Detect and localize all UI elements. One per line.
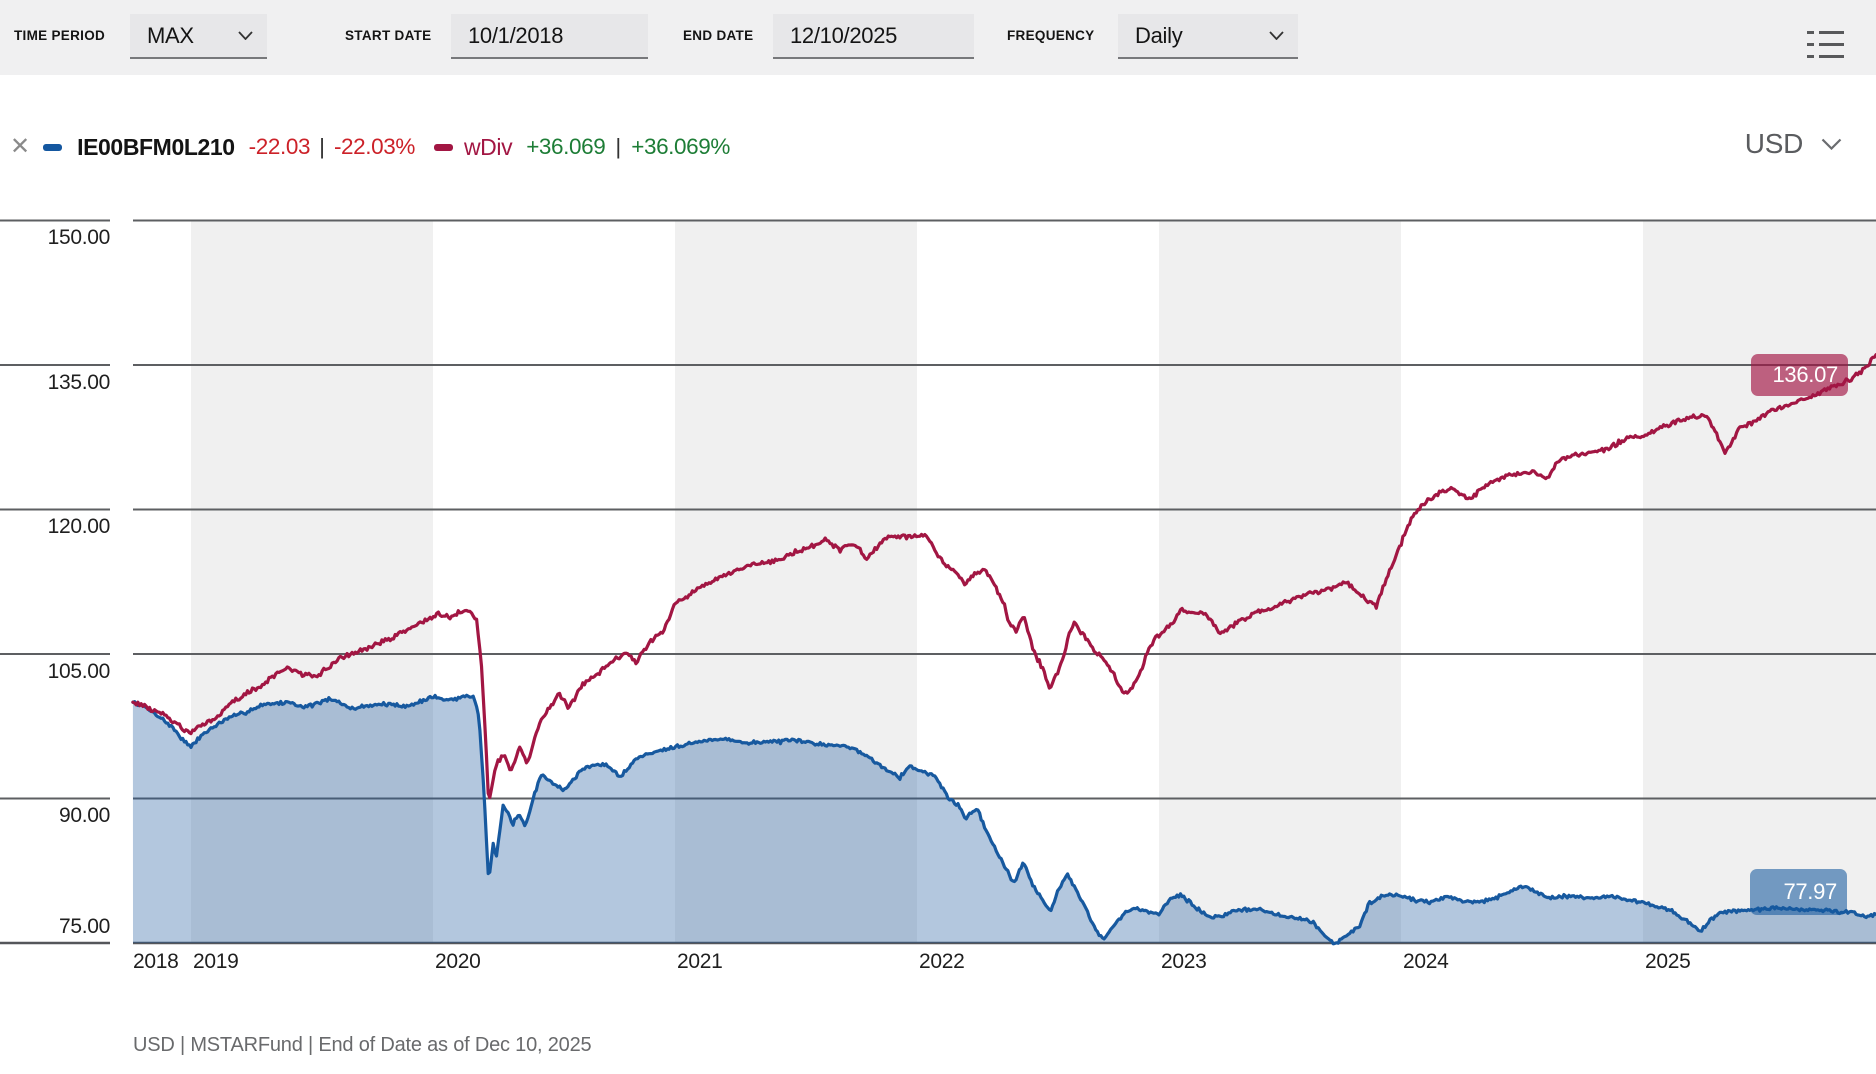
series-change-primary: -22.03 — [248, 134, 311, 159]
list-row — [1807, 43, 1845, 46]
start-date-label: START DATE — [345, 28, 432, 43]
currency-value: USD — [1744, 128, 1804, 159]
y-tick-label-75: 75.00 — [58, 915, 110, 938]
x-tick-label-2019: 2019 — [193, 950, 239, 973]
series-line-primary — [131, 693, 1876, 946]
list-row — [1807, 31, 1845, 34]
y-tick-label-105: 105.00 — [47, 659, 111, 683]
time-period-dropdown[interactable]: MAX — [130, 14, 267, 59]
x-tick-label-2025: 2025 — [1645, 950, 1691, 973]
x-tick-label-2021: 2021 — [677, 950, 723, 973]
year-band-2019 — [191, 220, 433, 943]
series-change-pct-benchmark: +36.069% — [631, 134, 730, 159]
remove-series-icon[interactable]: ✕ — [10, 133, 31, 160]
y-tick-label-120: 120.00 — [47, 515, 111, 538]
time-period-label: TIME PERIOD — [14, 28, 106, 43]
chevron-down-icon — [1821, 138, 1842, 150]
year-band-2023 — [1159, 220, 1401, 943]
time-period-value: MAX — [147, 22, 194, 48]
list-row — [1807, 55, 1845, 58]
x-tick-label-2024: 2024 — [1403, 950, 1449, 973]
year-band-2025 — [1643, 220, 1876, 943]
x-tick-label-2018: 2018 — [133, 950, 179, 973]
start-date-input[interactable] — [451, 14, 648, 59]
toolbar: TIME PERIOD MAX START DATE END DATE FREQ… — [0, 0, 1876, 75]
chart-legend: ✕ IE00BFM0L210 -22.03 | -22.03% wDiv +36… — [10, 125, 730, 169]
chart-source-note: USD | MSTARFund | End of Date as of Dec … — [133, 1034, 592, 1056]
frequency-dropdown[interactable]: Daily — [1118, 14, 1298, 59]
x-tick-label-2023: 2023 — [1161, 950, 1207, 973]
currency-dropdown[interactable]: USD — [1745, 128, 1842, 160]
series-line-benchmark — [131, 353, 1876, 800]
x-tick-label-2022: 2022 — [919, 950, 965, 973]
end-date-input[interactable] — [773, 14, 974, 59]
series-swatch-blue — [43, 143, 63, 151]
chevron-down-icon — [238, 31, 253, 40]
separator: | — [615, 134, 622, 159]
last-value-badge-benchmark: 136.07 — [1751, 354, 1848, 396]
series-swatch-red — [433, 143, 453, 151]
separator: | — [319, 134, 325, 159]
series-change-pct-primary: -22.03% — [333, 134, 415, 159]
x-tick-label-2020: 2020 — [435, 950, 481, 973]
last-value-badge-primary: 77.97 — [1750, 869, 1847, 915]
y-tick-label-135: 135.00 — [47, 370, 111, 394]
end-date-label: END DATE — [683, 28, 754, 43]
y-tick-label-150: 150.00 — [47, 226, 111, 249]
series-change-benchmark: +36.069 — [526, 134, 606, 159]
series-area-primary — [132, 695, 1876, 944]
series-name-primary: IE00BFM0L210 — [77, 133, 235, 160]
y-tick-label-90: 90.00 — [58, 804, 110, 827]
frequency-label: FREQUENCY — [1007, 28, 1095, 43]
frequency-value: Daily — [1135, 22, 1183, 48]
list-menu-icon[interactable] — [1807, 31, 1845, 62]
series-name-benchmark: wDiv — [463, 133, 513, 160]
chevron-down-icon — [1269, 31, 1284, 40]
